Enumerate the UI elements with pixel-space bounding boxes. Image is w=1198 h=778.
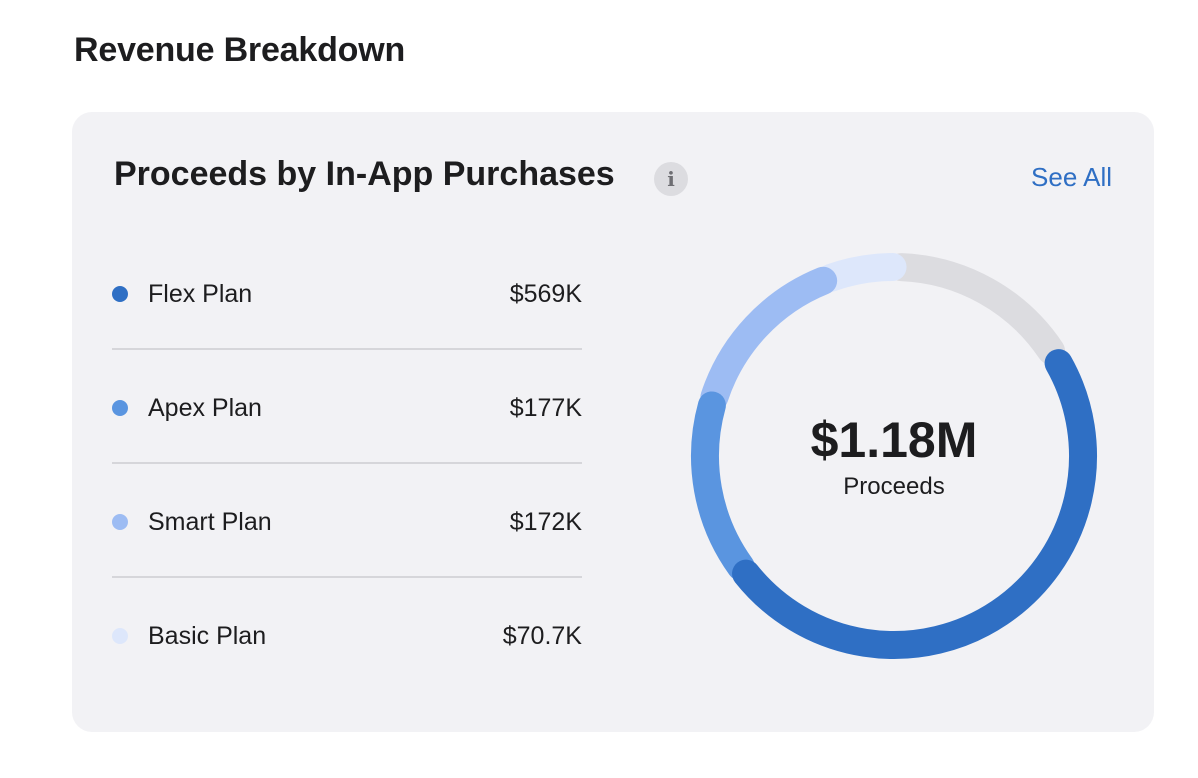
page-title: Revenue Breakdown (74, 31, 406, 69)
donut-svg (691, 253, 1097, 660)
legend-label: Flex Plan (148, 280, 253, 308)
legend-value: $569K (509, 280, 582, 308)
legend-row-basic-plan[interactable]: Basic Plan $70.7K (112, 578, 582, 692)
legend-value: $70.7K (502, 622, 582, 650)
legend-dot (112, 514, 128, 530)
see-all-link[interactable]: See All (1031, 162, 1112, 192)
legend-dot (112, 400, 128, 416)
legend-label: Basic Plan (148, 622, 267, 650)
donut-slice-smart-plan[interactable] (700, 266, 838, 412)
legend-label: Smart Plan (148, 508, 272, 536)
donut-center: $1.18M Proceeds (688, 250, 1100, 662)
proceeds-card: Proceeds by In-App Purchases i See All F… (72, 112, 1154, 732)
legend-label: Apex Plan (148, 394, 262, 422)
donut-total: $1.18M (810, 412, 978, 468)
legend-row-flex-plan[interactable]: Flex Plan $569K (112, 236, 582, 350)
donut-slice-apex-plan[interactable] (691, 391, 755, 581)
info-icon[interactable]: i (654, 162, 688, 196)
legend-value: $177K (509, 394, 582, 422)
donut-slice-remainder[interactable] (887, 253, 1065, 365)
legend-value: $172K (509, 508, 582, 536)
legend-dot (112, 286, 128, 302)
donut-sublabel: Proceeds (843, 473, 945, 500)
card-title: Proceeds by In-App Purchases (114, 155, 615, 193)
legend-dot (112, 628, 128, 644)
donut-chart: $1.18M Proceeds (688, 250, 1100, 662)
legend-row-smart-plan[interactable]: Smart Plan $172K (112, 464, 582, 578)
legend-row-apex-plan[interactable]: Apex Plan $177K (112, 350, 582, 464)
legend: Flex Plan $569K Apex Plan $177K Smart Pl… (112, 236, 582, 692)
donut-slice-flex-plan[interactable] (732, 349, 1097, 660)
